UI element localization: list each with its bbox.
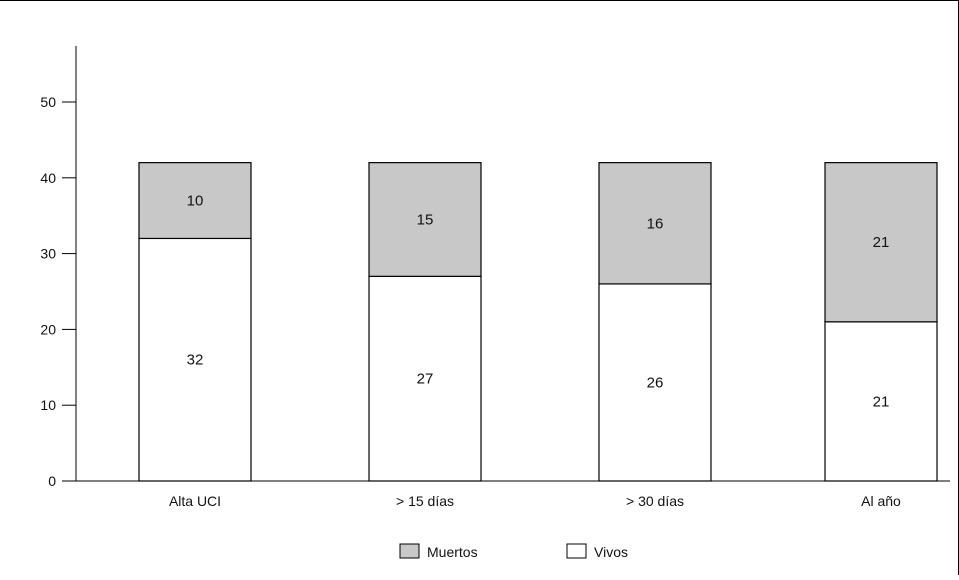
bar-segment-vivos — [824, 321, 938, 482]
y-tick-label: 30 — [40, 246, 56, 262]
y-tick-label: 10 — [40, 397, 56, 413]
x-tick-label: Al año — [861, 493, 901, 509]
y-tick-label: 0 — [48, 473, 56, 489]
legend: Muertos Vivos — [399, 543, 628, 560]
data-label-muertos: 16 — [647, 215, 664, 232]
bar-segment-muertos — [368, 162, 482, 277]
data-label-muertos: 10 — [187, 193, 204, 210]
data-label-muertos: 15 — [417, 211, 434, 228]
bar-segment-muertos — [138, 162, 252, 240]
data-label-vivos: 27 — [417, 371, 434, 388]
data-label-vivos: 26 — [647, 374, 664, 391]
bar-segment-vivos — [368, 275, 482, 482]
data-label-muertos: 21 — [873, 234, 890, 251]
x-tick-label: > 15 días — [396, 493, 454, 509]
bar-segment-muertos — [598, 162, 712, 285]
bars: 32 10 27 15 26 16 21 21 — [138, 162, 938, 482]
x-tick-label: > 30 días — [626, 493, 684, 509]
bar-segment-muertos — [824, 162, 938, 323]
x-tick-label: Alta UCI — [169, 493, 221, 509]
legend-label: Muertos — [427, 544, 478, 560]
bar-segment-vivos — [598, 283, 712, 482]
data-label-vivos: 21 — [873, 393, 890, 410]
y-tick-label: 50 — [40, 94, 56, 110]
legend-swatch — [566, 543, 587, 559]
y-tick-label: 40 — [40, 170, 56, 186]
legend-swatch — [399, 543, 420, 559]
legend-label: Vivos — [594, 544, 628, 560]
y-tick-label: 20 — [40, 321, 56, 337]
data-label-vivos: 32 — [187, 352, 204, 369]
